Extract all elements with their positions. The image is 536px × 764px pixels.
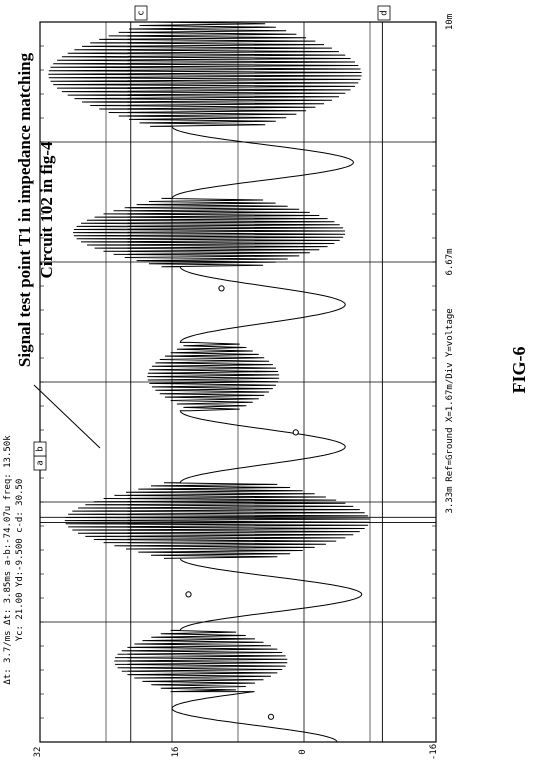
x-tick-label: 10m — [445, 14, 455, 30]
cursor-label-d: d — [380, 10, 390, 15]
cursor-labels: a b c d — [33, 5, 391, 471]
trace-marker — [292, 429, 299, 436]
trace-marker — [185, 591, 192, 598]
plot-area — [39, 21, 437, 743]
y-tick-label: 16 — [171, 747, 181, 758]
annotation-line-1: Signal test point T1 in impedance matchi… — [15, 52, 34, 367]
trace-marker — [218, 285, 225, 292]
annotation-leader — [33, 384, 101, 449]
x-tick-labels: 3.33m 6.67m 10m — [445, 14, 455, 514]
figure-label: FIG-6 — [509, 347, 529, 394]
x-tick-label: 3.33m — [445, 486, 455, 513]
y-tick-label: -16 — [429, 744, 439, 760]
y-tick-labels: 32 16 0 -16 — [33, 744, 439, 760]
y-tick-label: 0 — [298, 749, 308, 754]
cursor-label-a: a — [36, 460, 46, 465]
footer-text: Ref=Ground X=1.67m/Div Y=voltage — [445, 308, 455, 481]
cursor-label-b: b — [36, 446, 46, 451]
cursor-label-c: c — [137, 10, 147, 15]
trace-marker — [267, 713, 275, 720]
waveform-trace — [48, 21, 370, 743]
annotation-line-2: Circuit 102 in fig-4 — [37, 141, 56, 279]
readout-line-2: Yc: 21.00 Yd:-9.500 c-d: 30.50 — [15, 479, 25, 642]
y-tick-label: 32 — [33, 747, 43, 758]
x-tick-label: 6.67m — [445, 248, 455, 275]
readouts: Δt: 3.7/ms Δt: 3.85ms a-b:-74.07u freq: … — [3, 435, 25, 685]
readout-line-1: Δt: 3.7/ms Δt: 3.85ms a-b:-74.07u freq: … — [3, 435, 13, 685]
